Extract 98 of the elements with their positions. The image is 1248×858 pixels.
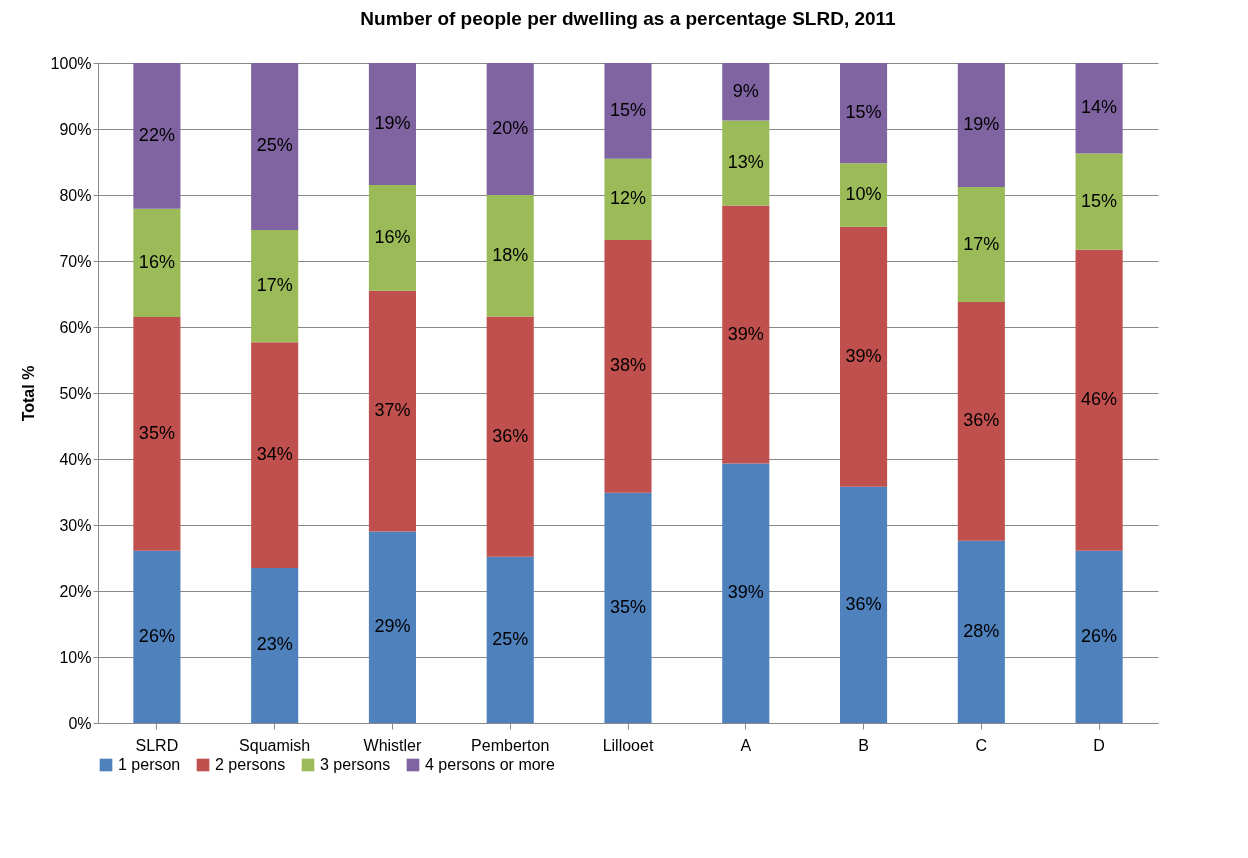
legend-label: 2 persons [215, 756, 286, 773]
bar [957, 187, 1005, 302]
chart-title: Number of people per dwelling as a percentage SLRD, 2011 [360, 8, 897, 29]
x-tick-label: Lillooet [602, 736, 654, 754]
bar [368, 63, 416, 186]
data-label: 36% [845, 593, 882, 614]
data-label: 16% [138, 251, 175, 272]
data-label: 29% [374, 616, 411, 637]
bar [604, 492, 652, 723]
y-tick-label: 50% [59, 384, 92, 402]
y-tick-label: 0% [68, 714, 92, 732]
data-label: 17% [256, 275, 293, 296]
bar [368, 531, 416, 723]
bar [251, 229, 299, 343]
bar [133, 208, 181, 318]
bar [251, 342, 299, 568]
data-label: 38% [609, 355, 647, 376]
y-tick-label: 80% [59, 186, 92, 204]
data-label: 26% [138, 625, 175, 646]
data-label: 9% [732, 80, 759, 101]
bar [604, 158, 652, 240]
bar [957, 540, 1005, 723]
bar [133, 317, 181, 551]
data-label: 20% [492, 118, 529, 138]
bar [840, 226, 888, 487]
bar [722, 63, 770, 121]
bar [251, 63, 299, 230]
data-label: 15% [845, 102, 882, 123]
bar [486, 195, 534, 317]
bar [722, 120, 770, 206]
bar [722, 205, 770, 464]
data-label: 12% [609, 188, 647, 209]
bar [1075, 249, 1123, 551]
bar [604, 63, 652, 159]
y-tick-label: 70% [59, 252, 92, 270]
data-label: 15% [1081, 190, 1118, 211]
x-tick-label: Pemberton [471, 736, 550, 754]
legend-label: 1 person [118, 756, 181, 773]
bar [1075, 63, 1123, 154]
bar [133, 63, 181, 209]
x-tick-label: SLRD [135, 736, 179, 754]
bar [486, 63, 534, 195]
bar [840, 163, 888, 227]
data-label: 28% [963, 620, 1000, 641]
y-tick-label: 30% [59, 516, 92, 534]
y-tick-label: 60% [59, 318, 92, 336]
bar [1075, 550, 1123, 723]
x-tick-label: D [1093, 736, 1105, 754]
y-tick-label: 10% [59, 648, 92, 666]
x-tick-label: C [975, 736, 988, 754]
data-label: 16% [374, 226, 411, 247]
x-tick-label: Squamish [239, 736, 311, 754]
data-label: 14% [1081, 97, 1118, 118]
data-label: 26% [1081, 625, 1118, 646]
bar [840, 486, 888, 723]
data-label: 13% [727, 151, 764, 172]
y-tick-label: 90% [59, 120, 92, 138]
data-label: 35% [609, 596, 647, 617]
data-label: 46% [1081, 389, 1118, 410]
bar [486, 316, 534, 557]
x-tick-label: A [740, 736, 752, 754]
data-label: 39% [845, 345, 882, 366]
data-label: 39% [727, 323, 764, 344]
legend-label: 3 persons [320, 756, 391, 773]
bar [1075, 153, 1123, 250]
data-label: 35% [138, 422, 175, 443]
bar [840, 63, 888, 164]
data-label: 36% [963, 410, 1000, 431]
bar [251, 567, 299, 723]
bar [722, 463, 770, 723]
data-label: 15% [609, 99, 647, 120]
bar [133, 550, 181, 723]
data-label: 39% [727, 582, 764, 603]
bar [368, 290, 416, 532]
data-label: 17% [963, 233, 1000, 254]
bar [957, 301, 1005, 541]
data-label: 23% [256, 634, 293, 655]
data-label: 25% [492, 628, 529, 649]
y-tick-label: 20% [59, 582, 92, 600]
bar [368, 185, 416, 291]
data-label: 19% [374, 113, 411, 134]
data-label: 19% [963, 114, 1000, 135]
data-label: 22% [138, 124, 175, 145]
y-tick-label: 100% [50, 54, 92, 72]
bar [604, 239, 652, 493]
data-label: 18% [492, 244, 529, 265]
x-tick-label: B [858, 736, 869, 754]
bar [486, 556, 534, 723]
y-axis-title: Total % [19, 365, 37, 422]
data-label: 25% [256, 135, 293, 156]
data-label: 34% [256, 444, 293, 465]
y-tick-label: 40% [59, 450, 92, 468]
legend-label: 4 persons or more [425, 756, 555, 773]
data-label: 37% [374, 400, 411, 421]
data-label: 36% [492, 425, 529, 446]
data-label: 10% [845, 184, 882, 204]
x-tick-label: Whistler [363, 736, 423, 754]
bar [957, 63, 1005, 188]
